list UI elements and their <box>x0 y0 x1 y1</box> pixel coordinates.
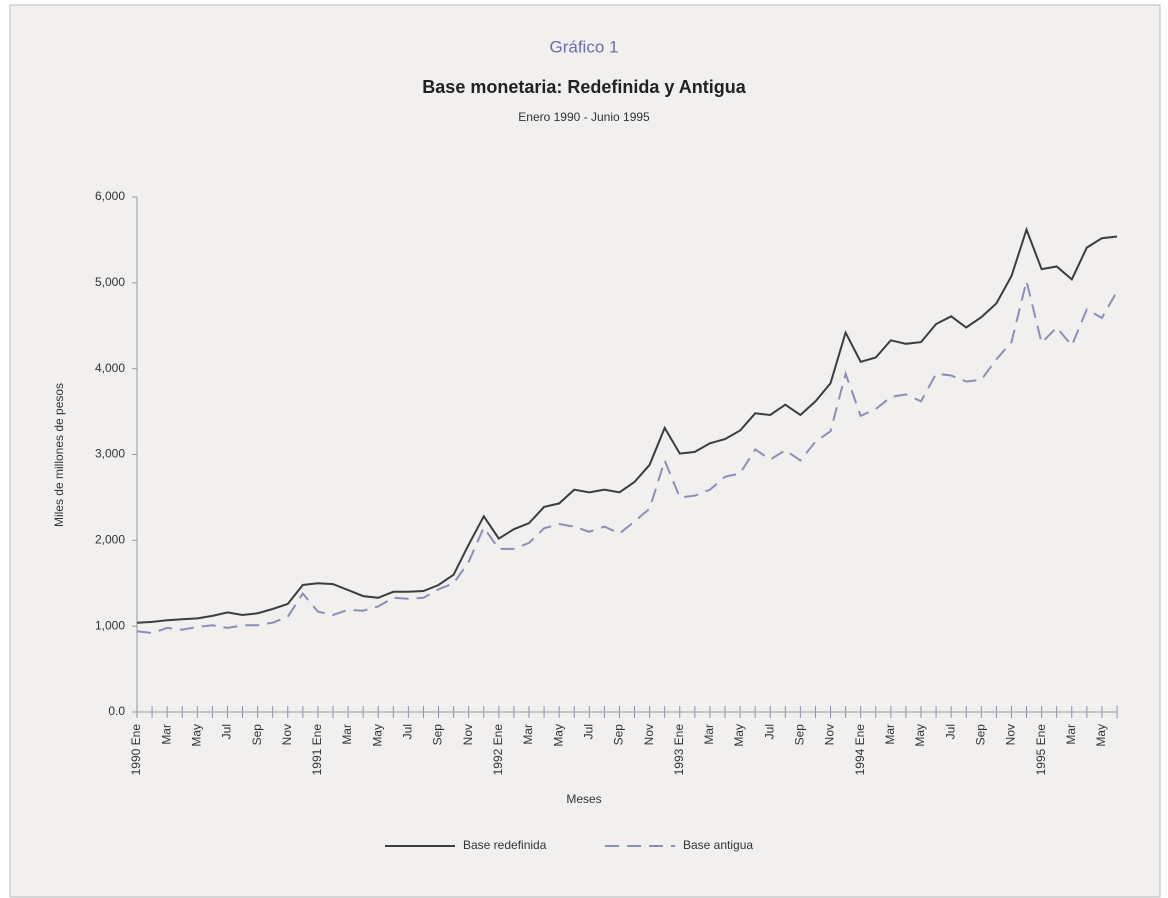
x-tick-label: Sep <box>793 724 807 746</box>
y-tick-label: 6,000 <box>95 189 125 203</box>
x-tick-label: Mar <box>702 724 716 745</box>
x-tick-label: 1991 Ene <box>310 724 324 776</box>
y-axis-label: Miles de millones de pesos <box>52 383 66 527</box>
x-tick-label: 1992 Ene <box>491 724 505 776</box>
x-tick-label: Nov <box>280 724 294 745</box>
y-tick-label: 0.0 <box>108 704 125 718</box>
x-tick-label: May <box>551 724 565 747</box>
legend-label: Base redefinida <box>463 838 547 852</box>
x-tick-label: Jul <box>220 724 234 739</box>
x-tick-label: Sep <box>612 724 626 746</box>
frame <box>9 4 1161 898</box>
y-tick-label: 4,000 <box>95 361 125 375</box>
x-tick-label: Jul <box>401 724 415 739</box>
x-tick-label: 1994 Ene <box>853 724 867 776</box>
y-tick-label: 1,000 <box>95 618 125 632</box>
x-tick-label: Jul <box>581 724 595 739</box>
x-tick-label: Mar <box>340 724 354 745</box>
x-tick-label: May <box>732 724 746 747</box>
x-tick-label: Nov <box>461 724 475 745</box>
x-tick-label: Sep <box>250 724 264 746</box>
y-tick-label: 3,000 <box>95 447 125 461</box>
chart-subtitle: Enero 1990 - Junio 1995 <box>518 110 650 124</box>
chart-title: Base monetaria: Redefinida y Antigua <box>422 77 746 97</box>
legend-label: Base antigua <box>683 838 753 852</box>
x-tick-label: Sep <box>431 724 445 746</box>
x-tick-label: Mar <box>883 724 897 745</box>
series-line <box>136 280 1118 635</box>
series-line <box>136 226 1118 624</box>
y-tick-label: 2,000 <box>95 533 125 547</box>
x-tick-label: May <box>1094 724 1108 747</box>
x-tick-label: May <box>913 724 927 747</box>
x-tick-label: Nov <box>1004 724 1018 745</box>
x-tick-label: Jul <box>762 724 776 739</box>
x-tick-label: Nov <box>823 724 837 745</box>
x-tick-label: May <box>189 724 203 747</box>
x-tick-label: Mar <box>159 724 173 745</box>
x-tick-label: Jul <box>943 724 957 739</box>
x-axis-label: Meses <box>566 792 601 806</box>
y-tick-label: 5,000 <box>95 275 125 289</box>
x-tick-label: Mar <box>521 724 535 745</box>
x-tick-label: May <box>370 724 384 747</box>
chart-label: Gráfico 1 <box>550 37 619 56</box>
x-tick-label: 1995 Ene <box>1034 724 1048 776</box>
x-tick-label: Mar <box>1064 724 1078 745</box>
x-tick-label: Nov <box>642 724 656 745</box>
x-tick-label: 1993 Ene <box>672 724 686 776</box>
x-tick-label: 1990 Ene <box>129 724 143 776</box>
x-tick-label: Sep <box>973 724 987 746</box>
